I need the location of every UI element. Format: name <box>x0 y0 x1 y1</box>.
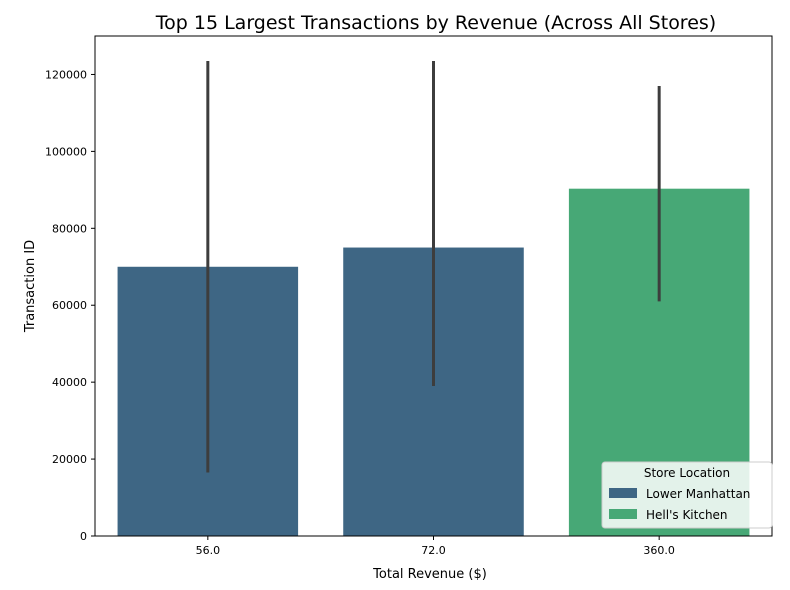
y-tick-label: 0 <box>80 530 87 543</box>
y-tick-label: 20000 <box>52 453 87 466</box>
x-tick-label: 72.0 <box>421 544 446 557</box>
error-bars-layer <box>206 61 661 473</box>
legend: Store Location Lower Manhattan Hell's Ki… <box>601 461 773 529</box>
y-tick-label: 120000 <box>45 68 87 81</box>
y-tick-label: 100000 <box>45 145 87 158</box>
x-tick-label: 56.0 <box>196 544 221 557</box>
y-axis-title: Transaction ID <box>23 240 38 333</box>
legend-box <box>601 461 773 529</box>
legend-label-hells-kitchen: Hell's Kitchen <box>646 508 728 522</box>
x-tick-label: 360.0 <box>643 544 675 557</box>
legend-label-lower-manhattan: Lower Manhattan <box>646 487 750 501</box>
legend-swatch-hells-kitchen <box>609 509 637 519</box>
y-tick-label: 40000 <box>52 376 87 389</box>
legend-title: Store Location <box>644 466 730 480</box>
x-axis-ticks: 56.0 72.0 360.0 <box>196 536 675 557</box>
x-axis-title: Total Revenue ($) <box>372 567 487 582</box>
y-tick-label: 80000 <box>52 222 87 235</box>
chart-title: Top 15 Largest Transactions by Revenue (… <box>155 12 716 34</box>
y-axis-ticks: 0 20000 40000 60000 80000 100000 120000 <box>45 68 95 543</box>
y-tick-label: 60000 <box>52 299 87 312</box>
legend-swatch-lower-manhattan <box>609 488 637 498</box>
